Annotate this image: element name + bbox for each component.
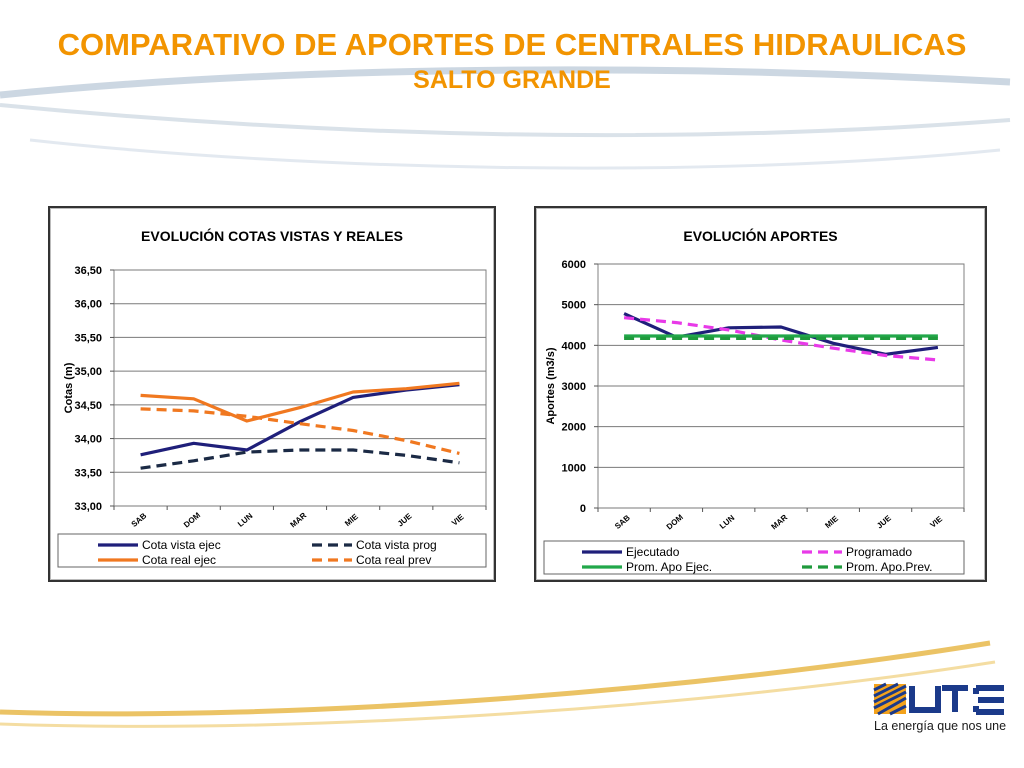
series-line-cota-vista-prog: [140, 448, 460, 470]
slide-title: COMPARATIVO DE APORTES DE CENTRALES HIDR…: [57, 27, 967, 62]
x-tick-label: JUE: [396, 511, 414, 528]
x-tick-label: JUE: [875, 513, 893, 530]
legend-entry: Cota vista ejec: [142, 538, 221, 552]
ute-logo-icon: [873, 682, 1004, 716]
y-axis-label: Aportes (m3/s): [545, 347, 557, 424]
y-tick-label: 2000: [562, 422, 586, 434]
x-tick-label: SAB: [613, 513, 632, 531]
series-line-cota-real-prev: [140, 407, 460, 455]
y-tick-label: 4000: [562, 340, 586, 352]
x-tick-label: MAR: [289, 511, 309, 530]
slide-header: COMPARATIVO DE APORTES DE CENTRALES HIDR…: [0, 26, 1024, 97]
legend-entry: Programado: [846, 545, 912, 559]
series-line-cota-real-ejec: [140, 381, 460, 423]
legend-entry: Prom. Apo.Prev.: [846, 560, 932, 574]
cotas-chart-panel: EVOLUCIÓN COTAS VISTAS Y REALES 33,00 33,5…: [48, 206, 496, 582]
cotas-chart: EVOLUCIÓN COTAS VISTAS Y REALES 33,00 33,5…: [57, 227, 487, 568]
y-tick-label: 35,50: [74, 332, 102, 344]
y-axis-label: Cotas (m): [63, 362, 75, 413]
x-tick-label: MIE: [823, 514, 840, 530]
chart-title: EVOLUCIÓN COTAS VISTAS Y REALES: [141, 227, 403, 244]
aportes-chart-panel: EVOLUCIÓN APORTES 0 1000 2000 3000 4000 5000 60…: [534, 206, 987, 582]
legend-entry: Cota vista prog: [356, 538, 437, 552]
x-tick-label: MAR: [770, 513, 790, 532]
chart-title: EVOLUCIÓN APORTES: [683, 227, 837, 244]
x-tick-label: SAB: [130, 511, 149, 529]
x-tick-label: DOM: [182, 510, 202, 529]
y-tick-label: 3000: [562, 381, 586, 393]
y-tick-label: 36,00: [74, 299, 102, 311]
y-tick-label: 33,50: [74, 467, 102, 479]
ute-tagline: La energía que nos une: [874, 719, 1007, 733]
y-tick-label: 5000: [562, 300, 586, 312]
series-line-programado: [623, 316, 939, 362]
y-tick-label: 1000: [562, 462, 586, 474]
y-tick-label: 33,00: [74, 501, 102, 513]
y-tick-label: 34,00: [74, 434, 102, 446]
x-tick-label: LUN: [236, 511, 255, 529]
x-tick-label: VIE: [450, 512, 466, 528]
x-tick-label: VIE: [928, 514, 944, 530]
legend-entry: Cota real prev: [356, 553, 431, 567]
slide-subtitle: SALTO GRANDE: [413, 66, 611, 94]
x-tick-label: DOM: [665, 512, 685, 531]
aportes-chart: EVOLUCIÓN APORTES 0 1000 2000 3000 4000 5000 60…: [543, 227, 965, 575]
y-tick-label: 35,00: [74, 366, 102, 378]
y-tick-label: 0: [580, 503, 586, 515]
ute-logo: [872, 680, 1012, 740]
y-tick-label: 6000: [562, 259, 586, 271]
x-tick-label: MIE: [343, 512, 360, 528]
y-tick-label: 34,50: [74, 400, 102, 412]
legend-entry: Cota real ejec: [142, 553, 216, 567]
y-tick-label: 36,50: [74, 265, 102, 277]
x-tick-label: LUN: [718, 513, 737, 531]
legend-entry: Ejecutado: [626, 545, 680, 559]
legend-entry: Prom. Apo Ejec.: [626, 560, 712, 574]
